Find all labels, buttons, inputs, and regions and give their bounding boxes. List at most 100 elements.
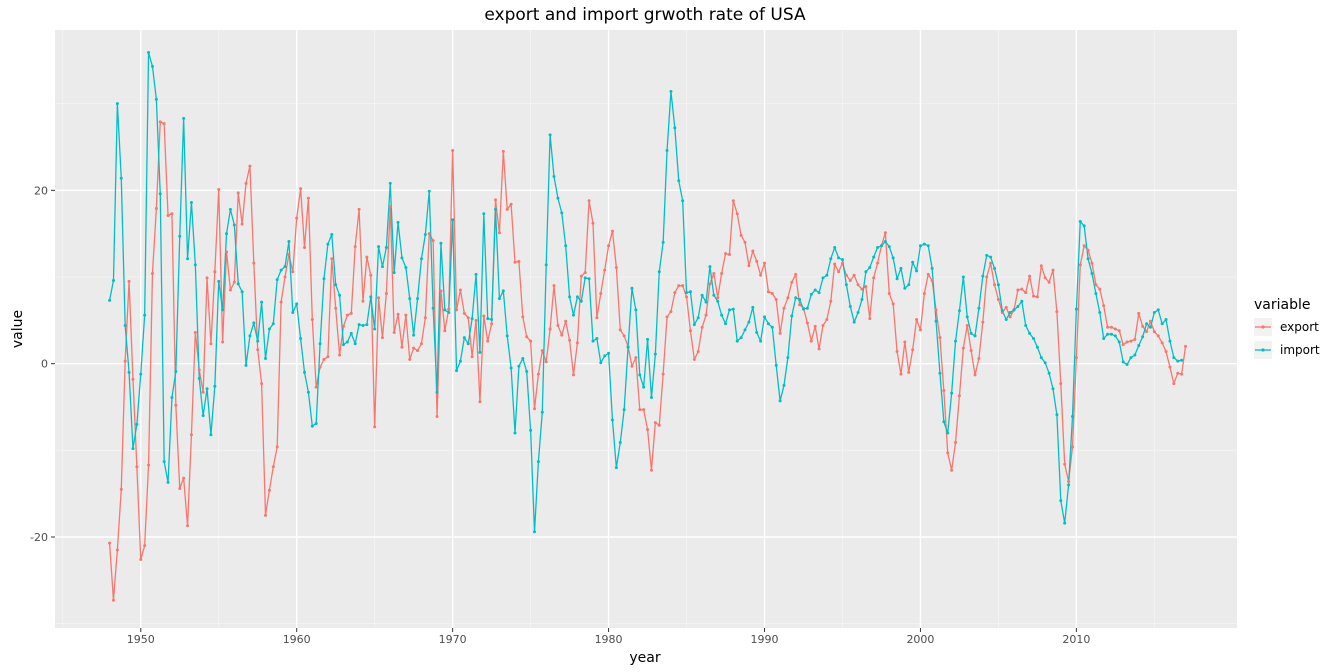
data-point-import (774, 363, 778, 367)
data-point-export (318, 365, 322, 369)
data-point-import (731, 307, 735, 311)
data-point-export (579, 274, 583, 278)
data-point-import (306, 390, 310, 394)
data-point-import (1176, 359, 1180, 363)
data-point-import (256, 339, 260, 343)
data-point-export (178, 486, 182, 490)
y-axis: -20 0 20 (30, 184, 55, 544)
data-point-export (228, 288, 232, 292)
data-point-export (856, 283, 860, 287)
data-point-import (1082, 224, 1086, 228)
data-point-import (610, 418, 614, 422)
data-point-export (416, 349, 420, 353)
data-point-import (599, 361, 603, 365)
data-point-import (197, 376, 201, 380)
data-point-export (954, 441, 958, 445)
data-point-export (338, 353, 342, 357)
data-point-import (1137, 343, 1141, 347)
data-point-import (345, 340, 349, 344)
data-point-import (264, 356, 268, 360)
data-point-export (724, 252, 728, 256)
data-point-export (271, 465, 275, 469)
data-point-import (899, 266, 903, 270)
data-point-export (423, 316, 427, 320)
data-point-export (930, 278, 934, 282)
data-point-export (1137, 311, 1141, 315)
data-point-import (1020, 299, 1024, 303)
data-point-export (595, 316, 599, 320)
data-point-export (115, 548, 119, 552)
data-point-import (946, 431, 950, 435)
data-point-export (341, 324, 345, 328)
data-point-export (603, 268, 607, 272)
data-point-export (1039, 264, 1043, 268)
data-point-export (700, 325, 704, 329)
data-point-export (1020, 287, 1024, 291)
data-point-export (209, 342, 213, 346)
data-point-import (696, 316, 700, 320)
data-point-export (630, 364, 634, 368)
data-point-import (388, 181, 392, 185)
data-point-import (638, 373, 642, 377)
data-point-import (529, 428, 533, 432)
data-point-import (314, 421, 318, 425)
data-point-export (221, 340, 225, 344)
data-point-import (833, 246, 837, 250)
data-point-import (1078, 220, 1082, 224)
data-point-export (357, 207, 361, 211)
legend-point-import (1261, 348, 1265, 352)
data-point-import (213, 384, 217, 388)
data-point-export (240, 222, 244, 226)
data-point-export (189, 433, 193, 437)
data-point-export (111, 598, 115, 602)
x-tick-label: 1990 (751, 633, 779, 646)
data-point-export (373, 425, 377, 429)
data-point-import (373, 327, 377, 331)
data-point-import (147, 51, 151, 55)
data-point-export (766, 290, 770, 294)
data-point-import (209, 433, 213, 437)
data-point-export (1078, 263, 1082, 267)
data-point-export (891, 302, 895, 306)
data-point-import (400, 256, 404, 260)
data-point-export (837, 270, 841, 274)
data-point-export (529, 339, 533, 343)
data-point-import (1141, 335, 1145, 339)
data-point-export (868, 317, 872, 321)
data-point-export (720, 272, 724, 276)
data-point-export (435, 415, 439, 419)
data-point-export (470, 355, 474, 359)
data-point-export (1074, 356, 1078, 360)
data-point-export (965, 324, 969, 328)
data-point-export (1067, 480, 1071, 484)
data-point-import (158, 192, 162, 196)
data-point-import (618, 441, 622, 445)
data-point-export (474, 318, 478, 322)
data-point-export (1047, 280, 1051, 284)
data-point-export (852, 273, 856, 277)
legend: variable export import (1254, 297, 1320, 359)
data-point-export (860, 287, 864, 291)
data-point-import (747, 320, 751, 324)
data-point-export (957, 394, 961, 398)
data-point-import (482, 212, 486, 216)
data-point-export (388, 205, 392, 209)
data-point-export (447, 307, 451, 311)
data-point-export (911, 348, 915, 352)
data-point-import (903, 286, 907, 290)
data-point-import (478, 350, 482, 354)
data-point-import (291, 311, 295, 315)
data-point-import (108, 298, 112, 302)
data-point-export (681, 284, 685, 288)
data-point-export (786, 296, 790, 300)
data-point-import (193, 263, 197, 267)
data-point-import (189, 200, 193, 204)
data-point-import (1032, 337, 1035, 341)
data-point-import (630, 286, 634, 290)
data-point-import (692, 323, 696, 327)
data-point-import (860, 298, 864, 302)
data-point-import (521, 356, 525, 360)
data-point-export (809, 339, 813, 343)
data-point-import (961, 275, 965, 279)
data-point-import (267, 327, 271, 331)
